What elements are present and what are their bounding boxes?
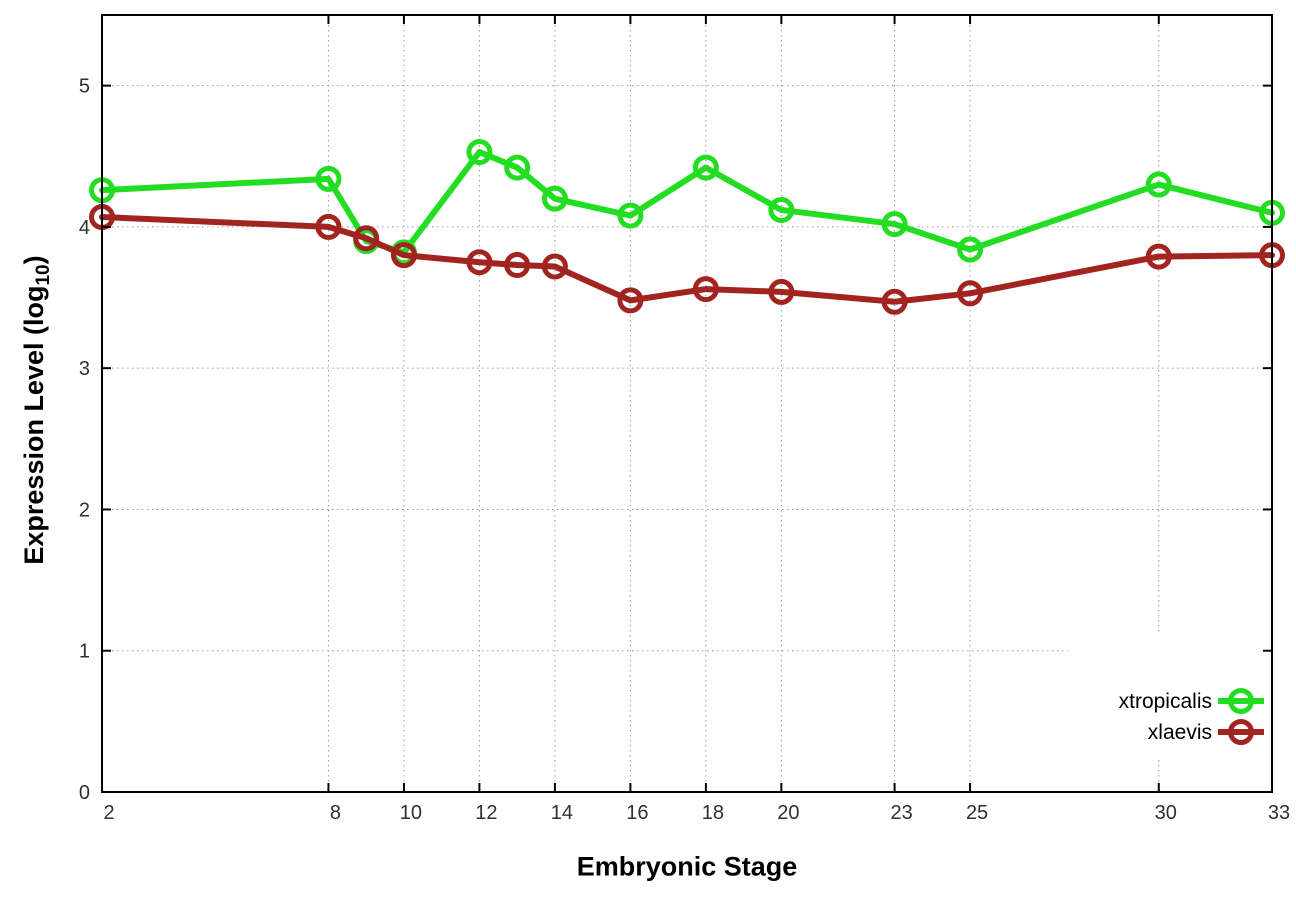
x-tick-label-16: 16 xyxy=(626,802,648,824)
x-tick-label-18: 18 xyxy=(702,802,724,824)
data-point-xlaevis-stage-14 xyxy=(541,253,568,280)
data-point-xtropicalis-stage-25 xyxy=(957,236,984,263)
data-point-xlaevis-stage-20 xyxy=(768,278,795,305)
y-axis-title-subscript: 10 xyxy=(33,264,55,286)
x-tick-label-2: 2 xyxy=(103,802,114,824)
y-tick-label-3: 3 xyxy=(79,358,90,380)
x-tick-label-20: 20 xyxy=(777,802,799,824)
y-tick-label-1: 1 xyxy=(79,641,90,663)
legend-marker-xlaevis xyxy=(1228,719,1254,745)
data-point-xtropicalis-stage-16 xyxy=(617,202,644,229)
y-tick-label-4: 4 xyxy=(79,217,90,239)
legend-label-xtropicalis: xtropicalis xyxy=(1119,690,1212,713)
data-point-xlaevis-stage-23 xyxy=(881,288,908,315)
x-tick-label-25: 25 xyxy=(966,802,988,824)
x-tick-label-23: 23 xyxy=(890,802,912,824)
data-point-xlaevis-stage-10 xyxy=(390,242,417,269)
data-point-xtropicalis-stage-20 xyxy=(768,196,795,223)
plot-border xyxy=(101,14,1273,793)
data-point-xlaevis-stage-16 xyxy=(617,287,644,314)
series-line-xlaevis xyxy=(99,214,1275,305)
x-tick-label-10: 10 xyxy=(400,802,422,824)
x-tick-label-12: 12 xyxy=(475,802,497,824)
data-point-xlaevis-stage-12 xyxy=(466,249,493,276)
data-point-xtropicalis-stage-23 xyxy=(881,211,908,238)
x-tick-label-14: 14 xyxy=(551,802,573,824)
x-tick-label-30: 30 xyxy=(1155,802,1177,824)
x-tick-label-33: 33 xyxy=(1268,802,1290,824)
x-axis-title: Embryonic Stage xyxy=(576,851,798,882)
data-point-xlaevis-stage-13 xyxy=(504,252,531,279)
data-point-xtropicalis-stage-30 xyxy=(1145,171,1172,198)
data-point-xtropicalis-stage-14 xyxy=(541,185,568,212)
data-point-xlaevis-stage-25 xyxy=(957,280,984,307)
data-point-xtropicalis-stage-12 xyxy=(466,139,493,166)
legend-label-xlaevis: xlaevis xyxy=(1148,721,1212,744)
y-tick-label-2: 2 xyxy=(79,499,90,521)
y-axis-title-close: ) xyxy=(18,255,49,265)
data-point-xlaevis-stage-9 xyxy=(353,225,380,252)
y-tick-label-0: 0 xyxy=(79,782,90,804)
data-point-xtropicalis-stage-8 xyxy=(315,165,342,192)
x-tick-label-8: 8 xyxy=(330,802,341,824)
y-axis-title-text: Expression Level (log xyxy=(18,285,49,565)
data-point-xlaevis-stage-18 xyxy=(692,276,719,303)
data-point-xlaevis-stage-8 xyxy=(315,213,342,240)
y-axis-title: Expression Level (log10) xyxy=(19,255,55,564)
data-point-xtropicalis-stage-18 xyxy=(692,154,719,181)
data-point-xlaevis-stage-30 xyxy=(1145,243,1172,270)
y-tick-label-5: 5 xyxy=(79,76,90,98)
series-line-xtropicalis xyxy=(99,149,1275,256)
data-point-xtropicalis-stage-13 xyxy=(504,154,531,181)
legend-marker-xtropicalis xyxy=(1228,688,1254,714)
